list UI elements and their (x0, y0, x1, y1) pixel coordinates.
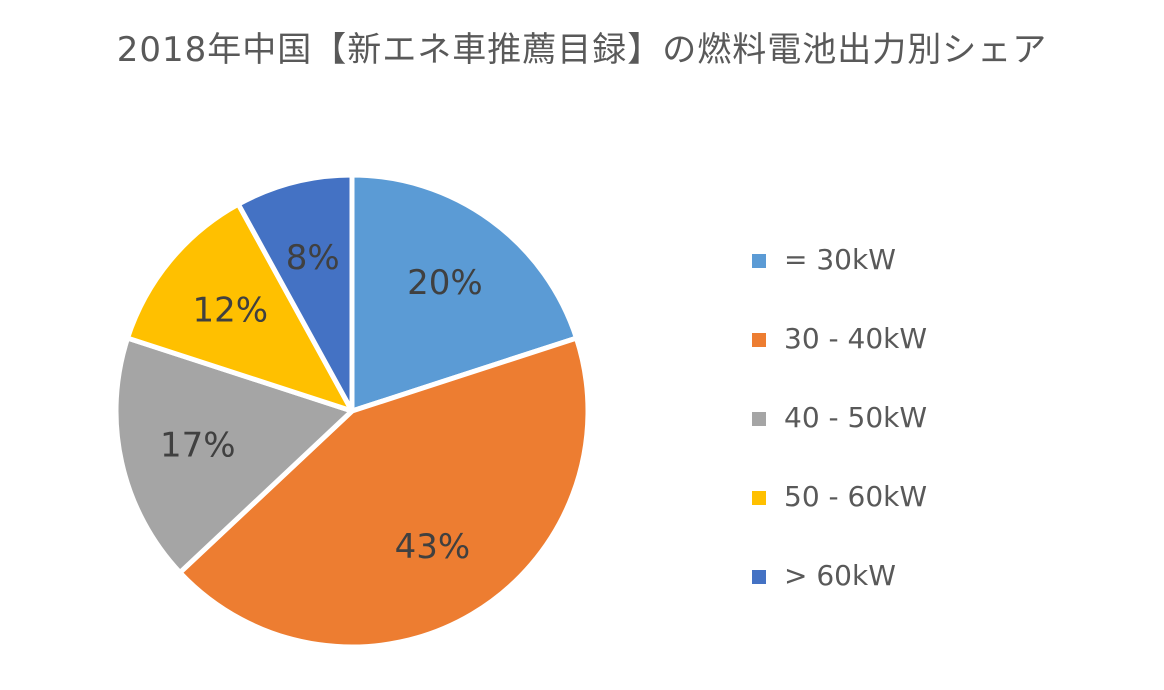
legend-swatch (752, 333, 766, 347)
legend-label: 50 - 60kW (784, 480, 928, 513)
pie-slice-3[interactable] (113, 335, 355, 576)
legend-swatch (752, 491, 766, 505)
pie-slice-1[interactable] (349, 172, 579, 414)
legend-label: = 30kW (784, 243, 896, 276)
legend-swatch (752, 254, 766, 268)
chart-title: 2018年中国【新エネ車推薦目録】の燃料電池出力別シェア (116, 30, 1048, 70)
data-label-1: 20% (407, 263, 483, 303)
legend-swatch (752, 412, 766, 426)
pie-slice-4[interactable] (125, 201, 355, 414)
data-label-3: 17% (160, 425, 236, 465)
legend-item[interactable]: = 30kW (752, 238, 1132, 317)
data-label-5: 8% (286, 238, 340, 278)
pie-slice-2[interactable] (177, 335, 591, 650)
legend-item[interactable]: 30 - 40kW (752, 317, 1132, 396)
legend-item[interactable]: 50 - 60kW (752, 475, 1132, 554)
data-label-2: 43% (395, 527, 471, 567)
legend-label: 40 - 50kW (784, 401, 928, 434)
legend-label: 30 - 40kW (784, 322, 928, 355)
legend-item[interactable]: > 60kW (752, 554, 1132, 633)
legend-item[interactable]: 40 - 50kW (752, 396, 1132, 475)
legend-label: > 60kW (784, 559, 896, 592)
pie-slice-5[interactable] (235, 172, 355, 414)
legend: = 30kW 30 - 40kW 40 - 50kW 50 - 60kW > 6… (752, 238, 1132, 633)
legend-swatch (752, 570, 766, 584)
data-label-4: 12% (192, 290, 268, 330)
